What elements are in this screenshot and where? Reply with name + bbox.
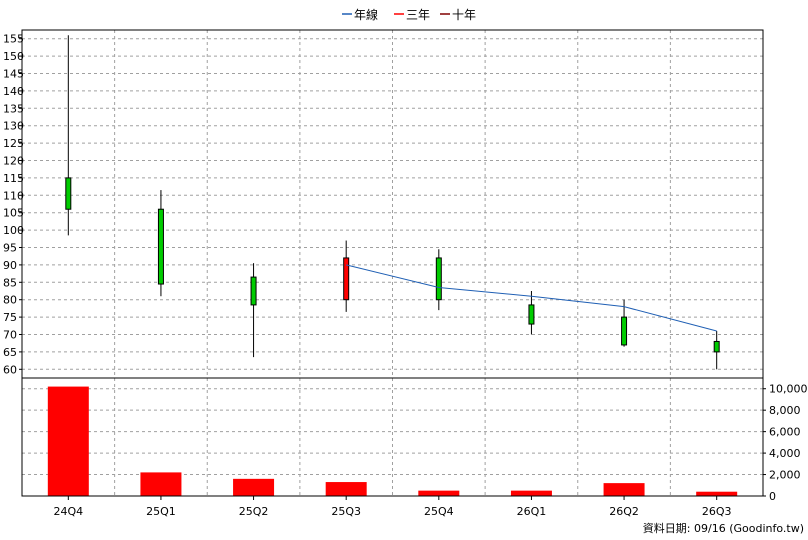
legend-label: 十年: [452, 8, 476, 22]
volume-bar: [325, 482, 367, 496]
price-tick-label: 120: [3, 155, 24, 168]
category-tick-label: 24Q4: [53, 505, 83, 518]
category-tick-label: 25Q4: [424, 505, 454, 518]
price-tick-label: 130: [3, 120, 24, 133]
price-tick-label: 70: [3, 329, 17, 342]
volume-bar: [603, 483, 645, 496]
category-tick-label: 26Q2: [609, 505, 639, 518]
candle-body: [435, 257, 442, 301]
volume-bar: [47, 386, 89, 496]
candle-body: [621, 316, 628, 346]
volume-bar: [418, 490, 460, 496]
candlesticks: [65, 35, 720, 370]
footer-source-text: 資料日期: 09/16 (Goodinfo.tw): [643, 521, 804, 535]
category-tick-label: 25Q1: [146, 505, 176, 518]
category-tick-label: 26Q1: [517, 505, 547, 518]
price-tick-label: 110: [3, 189, 24, 202]
price-tick-label: 80: [3, 294, 17, 307]
plot-frame: [21, 29, 764, 497]
legend-label: 年線: [354, 7, 378, 22]
category-tick-label: 25Q3: [331, 505, 361, 518]
candle-body: [343, 257, 350, 301]
axes: 60 65 70 75 80 85 90 95 100 105 110 115 120 125 130 135…: [3, 29, 808, 518]
category-tick-label: 26Q3: [702, 505, 732, 518]
legend: 年線 三年 十年: [342, 7, 476, 22]
volume-bar: [510, 490, 552, 496]
volume-tick-label: 2,000: [769, 469, 801, 482]
volume-bar: [696, 491, 738, 496]
price-tick-label: 145: [3, 68, 24, 81]
candle-body: [528, 304, 535, 325]
price-tick-label: 65: [3, 346, 17, 359]
volume-bar: [233, 478, 275, 496]
price-tick-label: 140: [3, 85, 24, 98]
price-tick-label: 105: [3, 207, 24, 220]
volume-tick-label: 10,000: [769, 383, 808, 396]
price-tick-label: 115: [3, 172, 24, 185]
price-tick-label: 75: [3, 311, 17, 324]
price-tick-label: 90: [3, 259, 17, 272]
candle-body: [713, 340, 720, 353]
volume-bars: [47, 386, 738, 496]
grid-lines: [22, 30, 763, 496]
price-tick-label: 60: [3, 363, 17, 376]
price-tick-label: 135: [3, 102, 24, 115]
volume-tick-label: 4,000: [769, 447, 801, 460]
candle-body: [250, 276, 257, 306]
price-tick-label: 150: [3, 50, 24, 63]
candle-body: [65, 177, 72, 210]
volume-tick-label: 8,000: [769, 404, 801, 417]
annual-line-series: [346, 264, 717, 332]
category-tick-label: 25Q2: [239, 505, 269, 518]
legend-label: 三年: [406, 8, 430, 22]
volume-tick-label: 6,000: [769, 426, 801, 439]
annual-line: [346, 264, 717, 332]
candle-body: [157, 208, 164, 285]
price-tick-label: 95: [3, 242, 17, 255]
volume-tick-label: 0: [769, 490, 776, 503]
price-tick-label: 100: [3, 224, 24, 237]
price-tick-label: 85: [3, 276, 17, 289]
price-tick-label: 155: [3, 33, 24, 46]
volume-bar: [140, 472, 182, 496]
price-tick-label: 125: [3, 137, 24, 150]
